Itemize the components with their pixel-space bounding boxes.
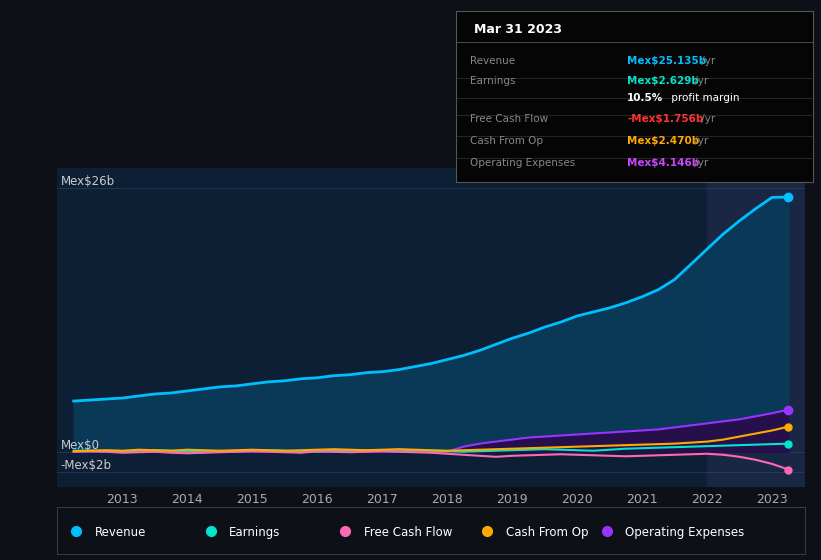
Text: Cash From Op: Cash From Op bbox=[506, 525, 588, 539]
Text: Cash From Op: Cash From Op bbox=[470, 136, 543, 146]
Text: Earnings: Earnings bbox=[229, 525, 281, 539]
Text: Mex$26b: Mex$26b bbox=[61, 175, 115, 188]
Text: -Mex$2b: -Mex$2b bbox=[61, 459, 112, 472]
Text: profit margin: profit margin bbox=[668, 94, 740, 103]
Text: 10.5%: 10.5% bbox=[627, 94, 663, 103]
Text: Mex$25.135b: Mex$25.135b bbox=[627, 56, 706, 66]
Text: Mex$2.470b: Mex$2.470b bbox=[627, 136, 699, 146]
Text: Operating Expenses: Operating Expenses bbox=[626, 525, 745, 539]
Text: /yr: /yr bbox=[698, 56, 715, 66]
Text: /yr: /yr bbox=[691, 76, 709, 86]
Text: Mex$4.146b: Mex$4.146b bbox=[627, 158, 699, 168]
Text: Mar 31 2023: Mar 31 2023 bbox=[474, 23, 562, 36]
Text: Earnings: Earnings bbox=[470, 76, 516, 86]
Text: Operating Expenses: Operating Expenses bbox=[470, 158, 576, 168]
Text: Revenue: Revenue bbox=[95, 525, 146, 539]
Text: /yr: /yr bbox=[698, 114, 715, 124]
Text: -Mex$1.756b: -Mex$1.756b bbox=[627, 114, 704, 124]
Text: Mex$0: Mex$0 bbox=[61, 438, 99, 452]
Bar bbox=[707, 168, 805, 487]
Text: Mex$2.629b: Mex$2.629b bbox=[627, 76, 699, 86]
Text: Revenue: Revenue bbox=[470, 56, 515, 66]
Text: /yr: /yr bbox=[691, 158, 709, 168]
Text: /yr: /yr bbox=[691, 136, 709, 146]
Text: Free Cash Flow: Free Cash Flow bbox=[470, 114, 548, 124]
Text: Free Cash Flow: Free Cash Flow bbox=[364, 525, 452, 539]
